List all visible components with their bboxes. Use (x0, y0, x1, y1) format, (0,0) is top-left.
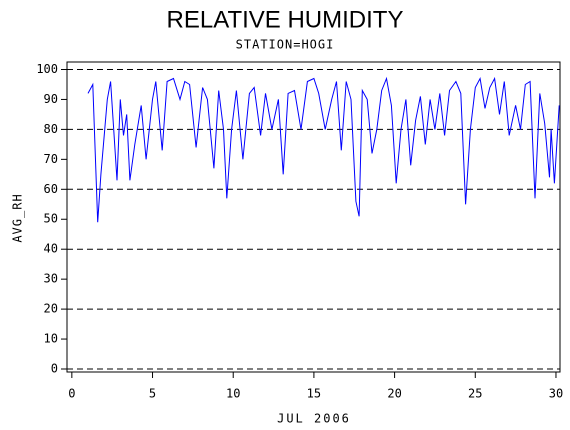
y-tick-label: 20 (44, 302, 58, 316)
x-tick-label: 20 (387, 387, 401, 401)
y-tick-label: 40 (44, 242, 58, 256)
x-tick-label: 10 (226, 387, 240, 401)
y-tick-label: 100 (36, 62, 58, 76)
x-tick-label: 30 (549, 387, 563, 401)
y-tick-label: 80 (44, 122, 58, 136)
x-axis-label: JUL 2006 (277, 412, 351, 426)
y-tick-label: 90 (44, 92, 58, 106)
y-tick-label: 60 (44, 182, 58, 196)
data-line (87, 76, 560, 223)
chart-title: RELATIVE HUMIDITY (167, 6, 404, 33)
y-tick-label: 0 (51, 362, 58, 376)
y-tick-label: 70 (44, 152, 58, 166)
x-tick-label: 25 (468, 387, 482, 401)
y-tick-label: 30 (44, 272, 58, 286)
x-tick-label: 5 (149, 387, 156, 401)
y-axis-label: AVG_RH (11, 193, 25, 242)
y-tick-label: 50 (44, 212, 58, 226)
x-tick-label: 0 (68, 387, 75, 401)
y-tick-label: 10 (44, 332, 58, 346)
x-tick-label: 15 (307, 387, 321, 401)
chart-subtitle: STATION=HOGI (236, 38, 335, 52)
